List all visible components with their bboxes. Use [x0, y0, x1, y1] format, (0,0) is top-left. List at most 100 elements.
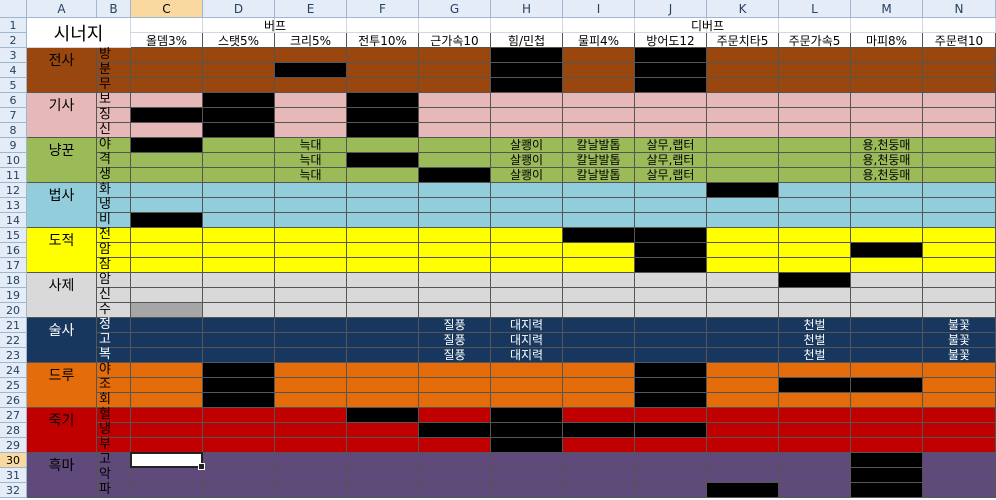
data-cell[interactable] [131, 423, 203, 438]
data-cell[interactable]: 늑대 [275, 168, 347, 183]
data-cell[interactable] [563, 318, 635, 333]
data-cell[interactable] [779, 483, 851, 498]
column-header-m[interactable]: M [851, 0, 923, 18]
data-cell[interactable] [923, 243, 996, 258]
data-cell[interactable] [707, 258, 779, 273]
marker-cell[interactable] [635, 48, 707, 63]
data-cell[interactable]: 천벌 [779, 333, 851, 348]
data-cell[interactable] [131, 333, 203, 348]
data-cell[interactable] [203, 468, 275, 483]
marker-cell[interactable] [347, 408, 419, 423]
data-cell[interactable] [923, 123, 996, 138]
data-cell[interactable] [707, 123, 779, 138]
data-cell[interactable] [563, 78, 635, 93]
data-cell[interactable] [419, 258, 491, 273]
spec-label[interactable]: 야 [97, 138, 131, 153]
data-cell[interactable] [203, 348, 275, 363]
data-cell[interactable]: 살쾡이 [491, 138, 563, 153]
column-header-g[interactable]: G [419, 0, 491, 18]
data-cell[interactable] [275, 348, 347, 363]
data-cell[interactable] [635, 183, 707, 198]
data-cell[interactable] [563, 63, 635, 78]
data-cell[interactable] [347, 288, 419, 303]
data-cell[interactable] [707, 303, 779, 318]
spec-label[interactable]: 보 [97, 93, 131, 108]
data-cell[interactable] [131, 228, 203, 243]
data-cell[interactable] [275, 93, 347, 108]
row-header-28[interactable]: 28 [0, 423, 27, 438]
data-cell[interactable] [707, 273, 779, 288]
data-cell[interactable] [707, 363, 779, 378]
spec-label[interactable]: 파 [97, 483, 131, 498]
data-cell[interactable] [707, 93, 779, 108]
data-cell[interactable]: 살쾡이 [491, 168, 563, 183]
data-cell[interactable] [707, 348, 779, 363]
data-cell[interactable] [779, 198, 851, 213]
spec-label[interactable]: 수 [97, 303, 131, 318]
class-label-0[interactable]: 전사 [27, 48, 97, 93]
data-cell[interactable] [275, 213, 347, 228]
data-cell[interactable] [779, 423, 851, 438]
marker-cell[interactable] [779, 378, 851, 393]
data-cell[interactable] [419, 198, 491, 213]
marker-cell[interactable] [563, 423, 635, 438]
data-cell[interactable] [131, 153, 203, 168]
data-cell[interactable] [779, 453, 851, 468]
data-cell[interactable] [563, 93, 635, 108]
marker-cell[interactable] [851, 378, 923, 393]
data-cell[interactable] [851, 423, 923, 438]
sheet-title-cell[interactable]: 시너지 [27, 18, 131, 48]
data-cell[interactable] [131, 393, 203, 408]
data-cell[interactable] [851, 318, 923, 333]
data-cell[interactable] [131, 288, 203, 303]
data-cell[interactable] [419, 408, 491, 423]
data-cell[interactable] [203, 333, 275, 348]
data-cell[interactable] [491, 378, 563, 393]
row-header-10[interactable]: 10 [0, 153, 27, 168]
data-cell[interactable] [779, 408, 851, 423]
data-cell[interactable] [419, 138, 491, 153]
spec-label[interactable]: 방 [97, 48, 131, 63]
data-cell[interactable] [131, 468, 203, 483]
grid-cell[interactable] [419, 18, 491, 33]
class-label-1[interactable]: 기사 [27, 93, 97, 138]
class-label-5[interactable]: 사제 [27, 273, 97, 318]
data-cell[interactable] [347, 243, 419, 258]
data-cell[interactable] [923, 183, 996, 198]
data-cell[interactable] [419, 363, 491, 378]
data-cell[interactable] [923, 213, 996, 228]
data-cell[interactable] [563, 123, 635, 138]
data-cell[interactable] [419, 453, 491, 468]
data-cell[interactable] [779, 153, 851, 168]
data-cell[interactable] [635, 303, 707, 318]
data-cell[interactable] [635, 468, 707, 483]
grid-cell[interactable] [635, 18, 707, 33]
data-cell[interactable] [923, 468, 996, 483]
data-cell[interactable] [851, 213, 923, 228]
marker-cell[interactable] [635, 393, 707, 408]
data-cell[interactable] [851, 63, 923, 78]
data-cell[interactable] [851, 303, 923, 318]
data-cell[interactable] [203, 408, 275, 423]
data-cell[interactable] [347, 438, 419, 453]
data-cell[interactable] [203, 438, 275, 453]
data-cell[interactable] [923, 258, 996, 273]
data-cell[interactable] [491, 453, 563, 468]
row-header-16[interactable]: 16 [0, 243, 27, 258]
row-header-4[interactable]: 4 [0, 63, 27, 78]
data-cell[interactable] [635, 198, 707, 213]
data-cell[interactable] [491, 258, 563, 273]
data-cell[interactable] [275, 483, 347, 498]
marker-cell[interactable] [707, 483, 779, 498]
data-cell[interactable] [851, 348, 923, 363]
data-cell[interactable] [131, 243, 203, 258]
data-cell[interactable] [347, 63, 419, 78]
data-cell[interactable]: 살무,랩터 [635, 168, 707, 183]
data-cell[interactable]: 질풍 [419, 318, 491, 333]
data-cell[interactable] [419, 63, 491, 78]
data-cell[interactable] [923, 63, 996, 78]
column-header-c[interactable]: C [131, 0, 203, 18]
data-cell[interactable] [563, 438, 635, 453]
marker-cell[interactable] [491, 78, 563, 93]
data-cell[interactable] [347, 198, 419, 213]
